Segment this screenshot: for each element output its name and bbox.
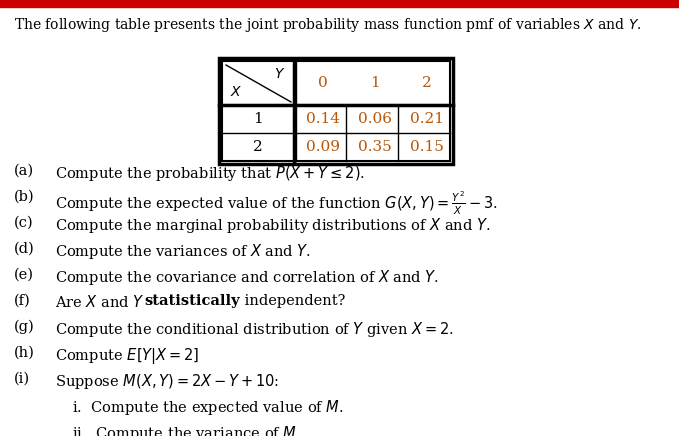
Text: $X$: $X$ [230,85,242,99]
Text: (e): (e) [14,268,34,282]
Text: statistically: statistically [145,294,240,308]
Text: 0: 0 [318,76,328,90]
Text: 0.06: 0.06 [358,112,392,126]
Bar [0,0,679,7]
Text: Compute the probability that $P(X+Y \leq 2)$.: Compute the probability that $P(X+Y \leq… [55,164,365,183]
Bar [222,61,450,161]
Text: Compute the conditional distribution of $Y$ given $X = 2$.: Compute the conditional distribution of … [55,320,454,339]
Text: Suppose $M(X,Y) = 2X - Y + 10$:: Suppose $M(X,Y) = 2X - Y + 10$: [55,372,279,391]
Text: (f): (f) [14,294,31,308]
Bar [219,58,453,164]
Text: Compute $E[Y|X=2]$: Compute $E[Y|X=2]$ [55,346,200,366]
Text: Are $X$ and $Y$: Are $X$ and $Y$ [55,294,145,310]
Text: 2: 2 [253,140,263,154]
Text: ii.  Compute the variance of $M$.: ii. Compute the variance of $M$. [72,424,301,436]
Text: 2: 2 [422,76,432,90]
Text: 1: 1 [253,112,263,126]
Text: Compute the marginal probability distributions of $X$ and $Y$.: Compute the marginal probability distrib… [55,216,491,235]
Text: (i): (i) [14,372,30,386]
Text: (g): (g) [14,320,35,334]
Text: 0.15: 0.15 [410,140,444,154]
Text: Compute the variances of $X$ and $Y$.: Compute the variances of $X$ and $Y$. [55,242,311,261]
Text: (d): (d) [14,242,35,256]
Text: (h): (h) [14,346,35,360]
Text: 0.21: 0.21 [410,112,444,126]
Text: independent?: independent? [240,294,346,308]
Text: Compute the expected value of the function $G(X,Y) = \frac{Y^2}{X} - 3$.: Compute the expected value of the functi… [55,190,498,217]
Text: 1: 1 [370,76,380,90]
Text: 0.14: 0.14 [306,112,340,126]
Text: (b): (b) [14,190,35,204]
Text: 0.09: 0.09 [306,140,340,154]
Text: The following table presents the joint probability mass function pmf of variable: The following table presents the joint p… [14,16,642,34]
Text: Compute the covariance and correlation of $X$ and $Y$.: Compute the covariance and correlation o… [55,268,439,287]
Text: (a): (a) [14,164,34,178]
Text: i.  Compute the expected value of $M$.: i. Compute the expected value of $M$. [72,398,344,417]
Text: 0.35: 0.35 [358,140,392,154]
Text: (c): (c) [14,216,34,230]
Text: $Y$: $Y$ [274,67,286,81]
